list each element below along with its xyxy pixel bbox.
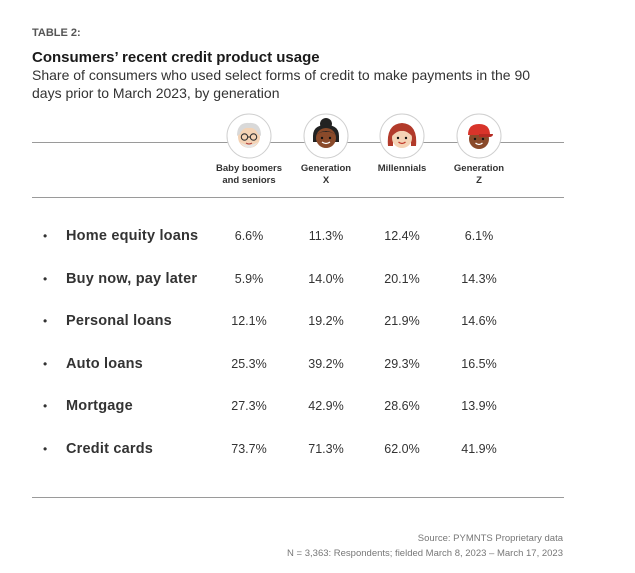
top-rule	[32, 142, 564, 143]
table-cell: 16.5%	[461, 357, 497, 371]
row-label: Buy now, pay later	[66, 271, 198, 287]
table-cell: 71.3%	[308, 442, 344, 456]
bottom-rule	[32, 497, 564, 498]
row-bullet: •	[43, 399, 48, 413]
table-cell: 6.6%	[234, 229, 264, 243]
table-cell: 20.1%	[384, 272, 420, 286]
table-cell: 29.3%	[384, 357, 420, 371]
column-label-line2: Z	[476, 175, 482, 186]
table-cell: 19.2%	[308, 314, 344, 328]
table-cell: 21.9%	[384, 314, 420, 328]
table-cell: 25.3%	[231, 357, 267, 371]
row-label: Credit cards	[66, 441, 154, 457]
gen-z-avatar-icon	[456, 113, 502, 159]
column-label-line1: Baby boomers	[216, 163, 282, 174]
row-label: Auto loans	[66, 356, 143, 372]
column-label-line1: Generation	[453, 163, 505, 174]
table-cell: 14.0%	[308, 272, 344, 286]
row-bullet: •	[43, 442, 48, 456]
table-cell: 27.3%	[231, 399, 267, 413]
row-label: Personal loans	[66, 313, 172, 329]
column-label-line1: Millennials	[377, 163, 427, 174]
table-cell: 14.3%	[461, 272, 497, 286]
sample-note: N = 3,363: Respondents; fielded March 8,…	[287, 548, 563, 559]
boomer-avatar-icon	[226, 113, 272, 159]
table-cell: 41.9%	[461, 442, 497, 456]
millennial-avatar-icon	[379, 113, 425, 159]
row-bullet: •	[43, 314, 48, 328]
row-bullet: •	[43, 229, 48, 243]
table-cell: 5.9%	[234, 272, 264, 286]
table-cell: 6.1%	[464, 229, 494, 243]
column-header-boomers: Baby boomers and seniors	[209, 112, 289, 187]
table-cell: 13.9%	[461, 399, 497, 413]
column-header-gen-z: Generation Z	[439, 112, 519, 187]
column-label-line2: X	[322, 175, 330, 186]
column-header-gen-x: Generation X	[286, 112, 366, 187]
chart-title: Consumers’ recent credit product usage	[32, 49, 320, 66]
table-cell: 12.4%	[384, 229, 420, 243]
table-cell: 11.3%	[308, 229, 344, 243]
table-cell: 39.2%	[308, 357, 344, 371]
table-cell: 28.6%	[384, 399, 420, 413]
table-cell: 14.6%	[461, 314, 497, 328]
source-note: Source: PYMNTS Proprietary data	[417, 533, 563, 544]
table-label: TABLE 2:	[32, 27, 81, 39]
header-rule	[32, 197, 564, 198]
table-cell: 73.7%	[231, 442, 267, 456]
column-header-millennials: Millennials	[362, 112, 442, 175]
row-label: Mortgage	[66, 398, 133, 414]
table-cell: 42.9%	[308, 399, 344, 413]
row-bullet: •	[43, 272, 48, 286]
table-cell: 12.1%	[231, 314, 267, 328]
row-label: Home equity loans	[66, 228, 199, 244]
column-label-line1: Generation	[300, 163, 352, 174]
table-cell: 62.0%	[384, 442, 420, 456]
gen-x-avatar-icon	[303, 113, 349, 159]
row-bullet: •	[43, 357, 48, 371]
chart-subtitle: Share of consumers who used select forms…	[32, 67, 531, 101]
column-label-line2: and seniors	[222, 175, 276, 186]
